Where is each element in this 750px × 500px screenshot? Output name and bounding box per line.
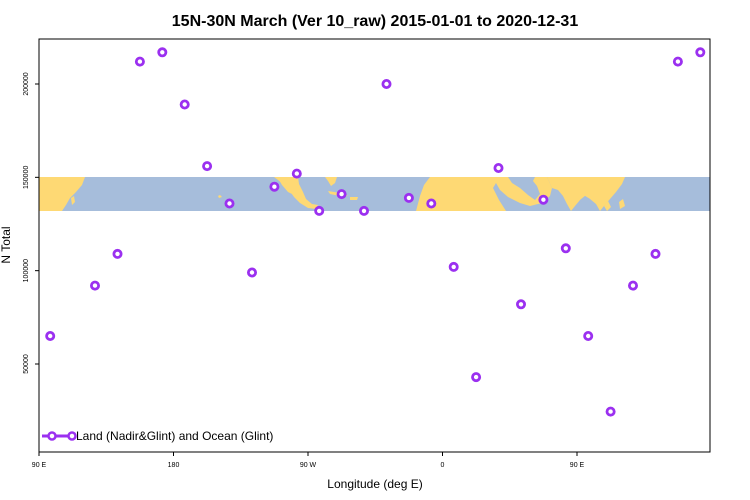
x-tick-label-3: 0 bbox=[441, 462, 445, 469]
data-point-0-22 bbox=[560, 243, 571, 254]
world-map-band bbox=[39, 177, 710, 211]
land-andaman-ocean bbox=[580, 196, 590, 206]
data-point-0-17 bbox=[448, 261, 459, 272]
x-axis-title: Longitude (deg E) bbox=[327, 477, 422, 491]
plot-frame bbox=[38, 38, 711, 453]
land-gulf-ocean bbox=[519, 181, 532, 190]
land-hawaii bbox=[218, 195, 222, 198]
data-point-0-28 bbox=[695, 47, 706, 58]
y-tick-label-0: 50000 bbox=[23, 354, 30, 374]
data-point-0-26 bbox=[650, 248, 661, 259]
data-point-0-3 bbox=[134, 56, 145, 67]
data-point-0-27 bbox=[672, 56, 683, 67]
land-taiwan bbox=[71, 196, 75, 205]
land-asia-east bbox=[39, 177, 85, 211]
land-india-asia bbox=[547, 177, 625, 211]
x-axis: 90 E 180 90 W 0 90 E bbox=[32, 452, 585, 469]
data-point-0-1 bbox=[90, 280, 101, 291]
y-tick-label-3: 200000 bbox=[23, 72, 30, 95]
x-tick-label-2: 90 W bbox=[300, 462, 317, 469]
data-point-0-19 bbox=[493, 162, 504, 173]
data-point-0-0 bbox=[45, 330, 56, 341]
data-point-0-7 bbox=[224, 198, 235, 209]
x-tick-label-1: 180 bbox=[168, 462, 180, 469]
data-point-0-10 bbox=[291, 168, 302, 179]
data-point-0-11 bbox=[314, 205, 325, 216]
y-axis-title: N Total bbox=[0, 226, 13, 263]
data-point-0-18 bbox=[471, 372, 482, 383]
data-point-0-5 bbox=[179, 99, 190, 110]
land-africa-arabia bbox=[416, 177, 552, 211]
x-tick-label-4: 90 E bbox=[570, 462, 585, 469]
data-point-0-23 bbox=[583, 330, 594, 341]
data-point-0-14 bbox=[381, 79, 392, 90]
data-point-0-24 bbox=[605, 406, 616, 417]
land-hispaniola bbox=[350, 197, 358, 200]
land-florida bbox=[325, 177, 337, 186]
data-point-0-15 bbox=[403, 192, 414, 203]
data-points bbox=[45, 47, 706, 417]
y-tick-label-2: 150000 bbox=[23, 166, 30, 189]
data-point-0-8 bbox=[246, 267, 257, 278]
data-point-0-25 bbox=[628, 280, 639, 291]
land-luzon bbox=[619, 199, 625, 209]
y-tick-label-1: 100000 bbox=[23, 259, 30, 282]
data-point-0-16 bbox=[426, 198, 437, 209]
data-point-0-12 bbox=[336, 189, 347, 200]
legend-marker-left bbox=[47, 431, 57, 441]
x-tick-label-0: 90 E bbox=[32, 462, 47, 469]
land-baja bbox=[278, 177, 292, 194]
legend-marker-right bbox=[67, 431, 77, 441]
data-point-0-6 bbox=[202, 161, 213, 172]
land-vietnam bbox=[604, 201, 611, 211]
data-point-0-20 bbox=[516, 299, 527, 310]
data-point-0-9 bbox=[269, 181, 280, 192]
data-point-0-13 bbox=[358, 205, 369, 216]
data-point-0-2 bbox=[112, 248, 123, 259]
data-point-0-21 bbox=[538, 194, 549, 205]
legend-label: Land (Nadir&Glint) and Ocean (Glint) bbox=[76, 429, 273, 443]
y-axis: 50000 100000 150000 200000 bbox=[23, 72, 39, 374]
data-point-0-4 bbox=[157, 47, 168, 58]
chart-title: 15N-30N March (Ver 10_raw) 2015-01-01 to… bbox=[172, 13, 579, 30]
legend: Land (Nadir&Glint) and Ocean (Glint) bbox=[42, 429, 273, 443]
